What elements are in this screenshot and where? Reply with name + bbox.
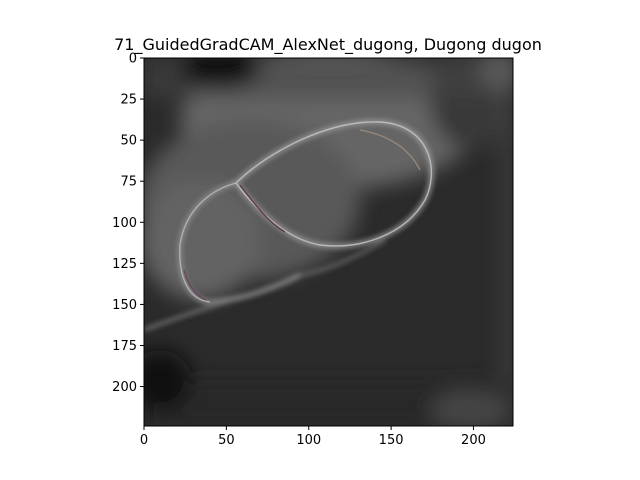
y-tick-label: 0 — [129, 52, 137, 67]
y-tick-label: 125 — [112, 257, 137, 272]
x-tick-label: 50 — [218, 433, 235, 448]
x-axis: 0 50 100 150 200 — [140, 426, 486, 448]
y-tick-label: 200 — [112, 380, 137, 395]
y-tick-label: 175 — [112, 339, 137, 354]
x-tick-label: 100 — [296, 433, 321, 448]
y-tick-label: 150 — [112, 298, 137, 313]
y-tick-label: 100 — [112, 216, 137, 231]
y-tick-label: 50 — [120, 134, 137, 149]
x-tick-label: 200 — [461, 433, 486, 448]
y-tick-label: 25 — [120, 93, 137, 108]
x-tick-label: 0 — [140, 433, 148, 448]
chart-title: 71_GuidedGradCAM_AlexNet_dugong, Dugong … — [114, 35, 542, 55]
axes-frame — [143, 57, 514, 427]
y-axis: 0 25 50 75 100 125 150 175 200 — [112, 52, 144, 395]
y-tick-label: 75 — [120, 175, 137, 190]
heatmap-image — [144, 58, 513, 426]
x-tick-label: 150 — [379, 433, 404, 448]
